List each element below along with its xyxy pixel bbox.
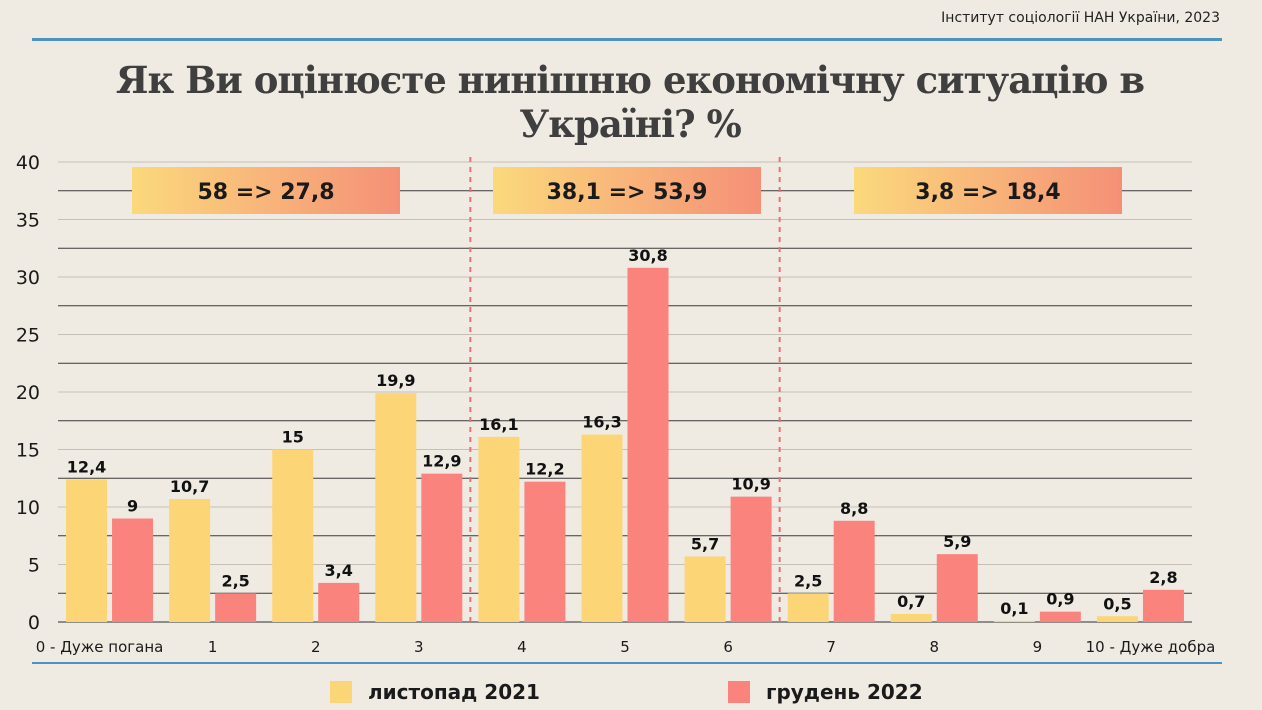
- data-label: 5,7: [691, 534, 719, 553]
- bar-2021: [169, 498, 211, 622]
- bar-2022: [1142, 589, 1184, 622]
- x-tick-label: 3: [414, 638, 424, 656]
- bar-2022: [833, 520, 875, 622]
- bar-2022: [730, 496, 772, 622]
- data-label: 2,5: [221, 571, 249, 590]
- x-tick-label: 7: [826, 638, 836, 656]
- legend-label-2021: листопад 2021: [368, 680, 540, 704]
- data-label: 12,9: [422, 452, 461, 471]
- data-label: 2,5: [794, 571, 822, 590]
- bar-2021: [993, 620, 1035, 622]
- source-credit: Інститут соціології НАН України, 2023: [941, 10, 1220, 26]
- y-tick-label: 40: [16, 152, 40, 174]
- legend-swatch-2021: [330, 681, 352, 703]
- data-label: 0,9: [1046, 590, 1074, 609]
- summary-box-text: 58 => 27,8: [197, 180, 334, 205]
- data-label: 5,9: [943, 532, 971, 551]
- x-tick-label: 9: [1033, 638, 1043, 656]
- bar-2021: [787, 593, 829, 622]
- y-tick-label: 30: [16, 267, 40, 289]
- data-label: 30,8: [628, 246, 667, 265]
- data-label: 10,7: [170, 477, 209, 496]
- data-label: 0,5: [1103, 594, 1131, 613]
- bar-2022: [112, 518, 154, 622]
- data-label: 19,9: [376, 371, 415, 390]
- bar-2021: [272, 449, 314, 622]
- x-tick-label: 2: [311, 638, 321, 656]
- x-tick-label: 8: [929, 638, 939, 656]
- bar-2021: [1096, 616, 1138, 622]
- summary-box: [493, 167, 761, 214]
- y-tick-label: 25: [16, 325, 40, 347]
- data-label: 12,4: [67, 457, 106, 476]
- data-label: 15: [282, 428, 304, 447]
- legend-item-2022: грудень 2022: [728, 678, 923, 706]
- y-tick-label: 0: [28, 612, 40, 634]
- bar-2022: [627, 267, 669, 622]
- data-label: 8,8: [840, 499, 868, 518]
- bar-2022: [524, 481, 566, 622]
- bar-2021: [684, 556, 726, 622]
- summary-box-text: 3,8 => 18,4: [915, 180, 1060, 205]
- x-tick-label: 10 - Дуже добра: [1086, 638, 1216, 656]
- bar-2022: [215, 593, 257, 622]
- summary-box-text: 38,1 => 53,9: [547, 180, 708, 205]
- legend: листопад 2021 грудень 2022: [0, 678, 1262, 706]
- bar-2022: [318, 582, 360, 622]
- legend-swatch-2022: [728, 681, 750, 703]
- summary-box: [132, 167, 400, 214]
- y-tick-label: 5: [28, 555, 40, 577]
- data-label: 9: [127, 497, 138, 516]
- x-tick-label: 0 - Дуже погана: [36, 638, 164, 656]
- y-tick-label: 10: [16, 497, 40, 519]
- legend-label-2022: грудень 2022: [766, 680, 923, 704]
- y-tick-label: 35: [16, 210, 40, 232]
- bar-2022: [421, 473, 463, 622]
- data-label: 2,8: [1149, 568, 1177, 587]
- top-accent-rule: [32, 38, 1222, 41]
- bar-2021: [66, 479, 108, 622]
- y-tick-label: 15: [16, 440, 40, 462]
- data-label: 12,2: [525, 460, 564, 479]
- data-label: 3,4: [325, 561, 353, 580]
- data-label: 0,1: [1000, 599, 1028, 618]
- bar-2021: [890, 613, 932, 622]
- bottom-accent-rule: [32, 662, 1222, 664]
- bar-2021: [375, 393, 417, 622]
- x-tick-label: 4: [517, 638, 527, 656]
- bar-2021: [478, 436, 520, 622]
- y-tick-label: 20: [16, 382, 40, 404]
- summary-box: [854, 167, 1122, 214]
- chart-title: Як Ви оцінюєте нинішню економічну ситуац…: [115, 58, 1145, 146]
- bar-chart: 58 => 27,8 38,1 => 53,9 3,8 => 18,4 12,4 9 1…: [16, 152, 1216, 656]
- bar-2021: [581, 434, 623, 622]
- x-tick-label: 5: [620, 638, 630, 656]
- x-tick-label: 1: [208, 638, 218, 656]
- data-label: 10,9: [731, 475, 770, 494]
- bar-2022: [1039, 611, 1081, 622]
- data-label: 0,7: [897, 592, 925, 611]
- data-label: 16,1: [479, 415, 518, 434]
- bar-2022: [936, 554, 978, 622]
- legend-item-2021: листопад 2021: [330, 678, 540, 706]
- data-label: 16,3: [582, 413, 621, 432]
- x-tick-label: 6: [723, 638, 733, 656]
